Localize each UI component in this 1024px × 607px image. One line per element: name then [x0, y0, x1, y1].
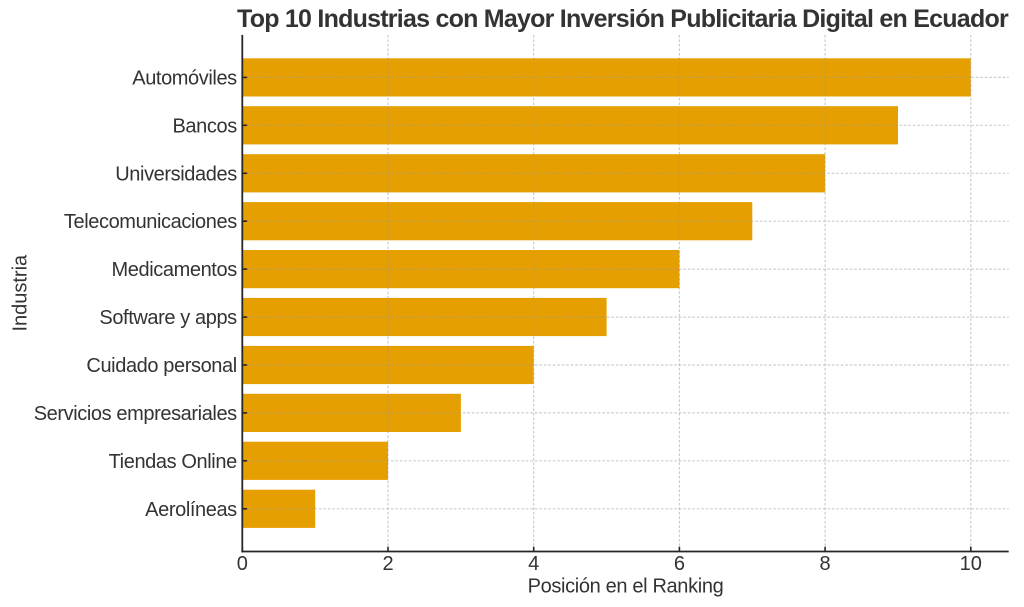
- svg-text:Automóviles: Automóviles: [132, 67, 237, 89]
- svg-text:Industria: Industria: [10, 254, 32, 332]
- svg-text:Posición en el Ranking: Posición en el Ranking: [528, 576, 724, 598]
- svg-text:Bancos: Bancos: [172, 115, 237, 137]
- svg-text:Tiendas Online: Tiendas Online: [109, 451, 237, 473]
- svg-text:0: 0: [237, 553, 248, 575]
- svg-text:Medicamentos: Medicamentos: [112, 259, 238, 281]
- svg-text:Universidades: Universidades: [115, 163, 237, 185]
- svg-text:Software y apps: Software y apps: [99, 307, 237, 329]
- svg-text:Cuidado personal: Cuidado personal: [86, 355, 236, 377]
- svg-text:Telecomunicaciones: Telecomunicaciones: [64, 211, 237, 233]
- svg-text:Aerolíneas: Aerolíneas: [145, 499, 237, 521]
- svg-text:10: 10: [960, 553, 982, 575]
- svg-text:Servicios empresariales: Servicios empresariales: [34, 403, 237, 425]
- svg-text:6: 6: [674, 553, 685, 575]
- svg-text:4: 4: [528, 553, 539, 575]
- svg-text:Top 10 Industrias con Mayor In: Top 10 Industrias con Mayor Inversión Pu…: [237, 5, 1009, 33]
- svg-text:2: 2: [382, 553, 393, 575]
- svg-text:8: 8: [820, 553, 831, 575]
